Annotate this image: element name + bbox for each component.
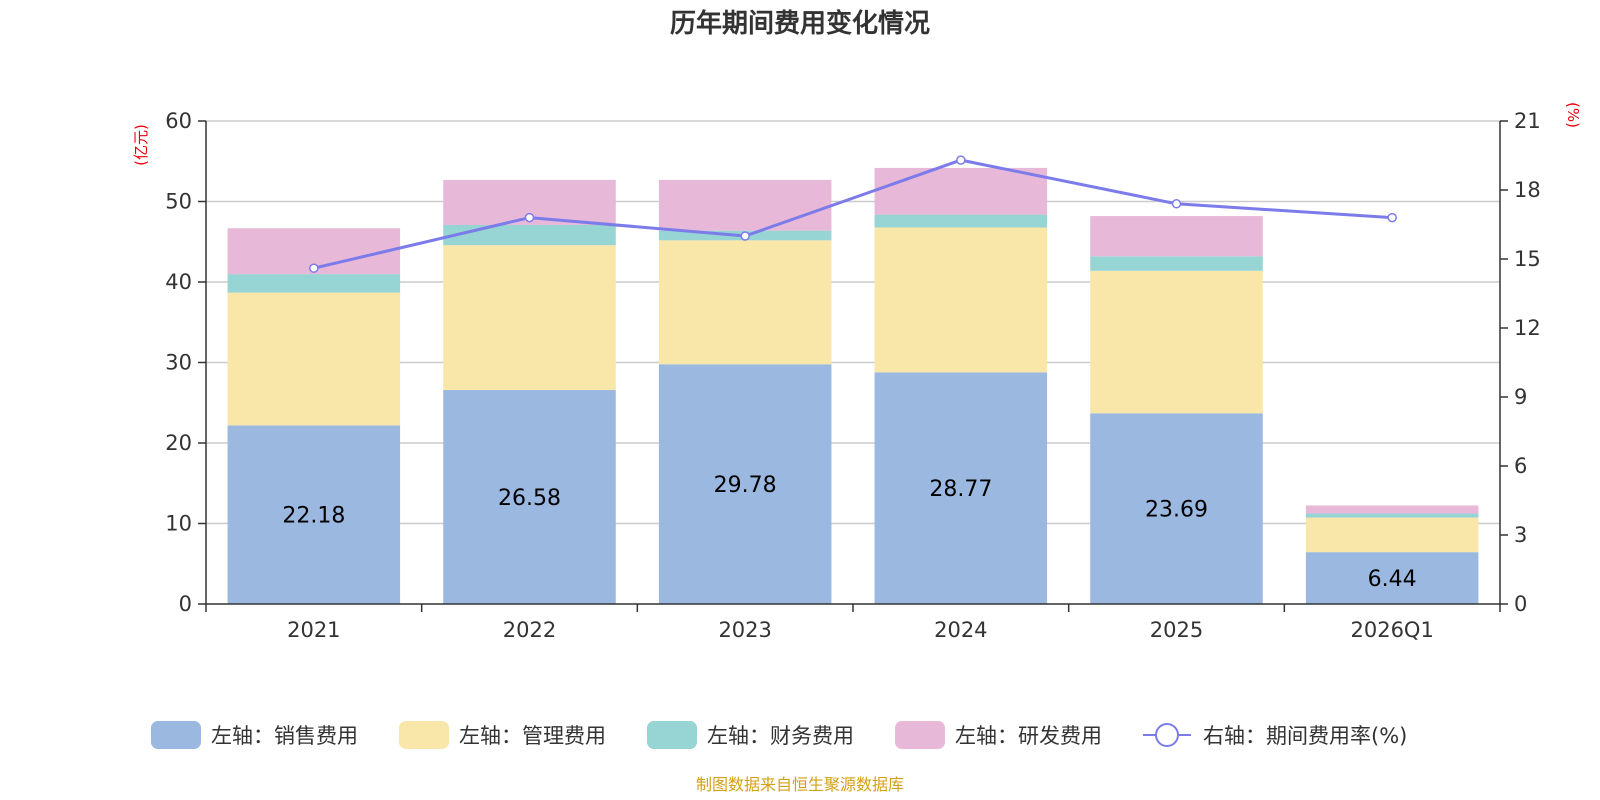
- right-axis-unit: (%): [1564, 102, 1582, 128]
- bar-segment: [658, 240, 832, 365]
- x-tick-label: 2023: [718, 618, 771, 642]
- bars: [227, 167, 1479, 604]
- bar-segment: [874, 167, 1048, 215]
- bar-segment: [1305, 513, 1479, 518]
- x-tick-label: 2024: [934, 618, 987, 642]
- gridlines: [206, 120, 1500, 525]
- legend-label: 左轴：销售费用: [211, 724, 358, 748]
- x-tick-label: 2026Q1: [1350, 618, 1433, 642]
- right-tick-label: 12: [1514, 316, 1541, 340]
- legend-marker-swatch: [1155, 723, 1179, 747]
- left-tick-label: 60: [165, 109, 192, 133]
- rate-line-point: [1171, 199, 1182, 209]
- bar-segment: [227, 292, 401, 426]
- bar-segment: [874, 214, 1048, 228]
- bar-segment: [658, 179, 832, 231]
- bar-segment: [227, 425, 401, 604]
- bar-value-label: 6.44: [1368, 567, 1417, 592]
- bar-segment: [443, 245, 616, 391]
- legend-swatch: [399, 721, 449, 749]
- bar-value-label: 23.69: [1145, 498, 1208, 523]
- rate-line-point: [524, 212, 535, 223]
- bar-value-label: 28.77: [929, 477, 992, 502]
- bar-value-label: 22.18: [282, 504, 345, 529]
- bar-segment: [443, 225, 616, 246]
- bar-value-label: 29.78: [714, 473, 777, 498]
- data-labels: 22.18 26.58 29.78 28.77 23.69 6.44: [282, 473, 1416, 592]
- legend-label: 左轴：研发费用: [955, 724, 1102, 748]
- left-axis-unit: (亿元): [132, 124, 150, 166]
- bar-segment: [1090, 270, 1263, 414]
- bar-segment: [874, 372, 1048, 604]
- right-tick-label: 21: [1514, 109, 1541, 133]
- left-tick-label: 20: [165, 431, 192, 455]
- right-tick-label: 6: [1514, 454, 1527, 478]
- left-tick-label: 30: [165, 351, 192, 375]
- legend-swatch: [647, 721, 697, 749]
- legend-label: 右轴：期间费用率(%): [1203, 724, 1407, 748]
- left-tick-label: 50: [165, 190, 192, 214]
- legend-label: 左轴：管理费用: [459, 724, 606, 748]
- bar-segment: [1090, 413, 1263, 604]
- bar-segment: [1305, 517, 1479, 553]
- bar-segment: [1305, 505, 1479, 514]
- bar-segment: [443, 390, 616, 604]
- x-tick-label: 2022: [503, 618, 556, 642]
- bar-segment: [658, 364, 832, 604]
- left-tick-label: 0: [179, 592, 192, 616]
- right-tick-label: 3: [1514, 523, 1527, 547]
- right-tick-label: 15: [1514, 247, 1541, 271]
- x-tick-label: 2021: [287, 618, 340, 642]
- rate-line-path: [313, 158, 1393, 270]
- legend-label: 左轴：财务费用: [707, 724, 854, 748]
- bar-segment: [227, 274, 401, 293]
- legend-swatch: [895, 721, 945, 749]
- right-tick-label: 18: [1514, 178, 1541, 202]
- rate-line: [309, 155, 1397, 273]
- chart-title: 历年期间费用变化情况: [670, 8, 930, 39]
- legend-swatch: [151, 721, 201, 749]
- axes: 0 10 20 30 40 50 60 0 3 6 9 12 15 18 21 2021 2022 2023 202…: [165, 109, 1540, 642]
- bar-segment: [1090, 256, 1263, 271]
- bar-value-label: 26.58: [498, 486, 561, 511]
- left-tick-label: 10: [165, 512, 192, 536]
- x-tick-label: 2025: [1150, 618, 1203, 642]
- rate-line-point: [740, 231, 750, 241]
- legend[interactable]: 左轴：销售费用 左轴：管理费用 左轴：财务费用 左轴：研发费用 右轴：期间费用率(%): [151, 721, 1407, 749]
- bar-segment: [1305, 552, 1479, 604]
- rate-line-point: [309, 263, 319, 273]
- left-tick-label: 40: [165, 270, 192, 294]
- right-tick-label: 0: [1514, 592, 1527, 616]
- bar-segment: [874, 227, 1048, 373]
- bar-segment: [1090, 216, 1263, 257]
- rate-line-point: [1387, 212, 1397, 223]
- source-note: 制图数据来自恒生聚源数据库: [696, 775, 904, 794]
- rate-line-point: [956, 155, 966, 165]
- right-tick-label: 9: [1514, 385, 1527, 409]
